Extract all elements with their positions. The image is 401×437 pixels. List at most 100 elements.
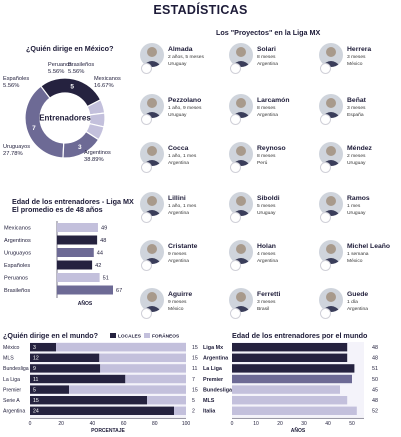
coach-name: Herrera (347, 46, 372, 53)
world-tick-label: 80 (152, 421, 158, 427)
coach-name: Beñat (347, 97, 366, 104)
coach-country: Argentina (257, 259, 278, 264)
world-foraneos-value: 15 (192, 345, 198, 351)
ageworld-value-label: 48 (372, 345, 378, 351)
donut-slice (62, 130, 100, 159)
coach-tenure: 1 mes (347, 204, 361, 209)
coach-country: México (168, 307, 184, 312)
age-world-title: Edad de los entrenadores por el mundo (232, 331, 368, 340)
ageworld-bar (232, 353, 348, 362)
club-crest-icon (141, 260, 152, 271)
ageworld-value-label: 45 (372, 387, 378, 393)
ageworld-value-label: 48 (372, 398, 378, 404)
age-value-label: 67 (116, 288, 122, 294)
ageworld-tick-label: 50 (349, 421, 355, 427)
club-crest-icon (141, 63, 152, 74)
world-bar-foraneos (100, 364, 186, 373)
coach-name: Reynoso (257, 145, 286, 152)
world-locales-value: 9 (33, 366, 36, 372)
coach-photo (229, 43, 253, 67)
ageworld-category-label: Italia (203, 409, 216, 415)
coach-name: Ramos (347, 195, 370, 202)
coach-tenure: 3 meses (347, 106, 366, 111)
ageworld-tick-label: 40 (325, 421, 331, 427)
club-crest-icon (230, 114, 241, 125)
world-foraneos-value: 2 (192, 409, 195, 415)
age-value-label: 51 (103, 276, 109, 282)
coach-country: Argentina (168, 211, 189, 216)
coach-tenure: 1 día (347, 300, 358, 305)
ageworld-value-label: 51 (372, 366, 378, 372)
donut-category-label: Españoles (3, 76, 29, 82)
coach-name: Larcamón (257, 97, 290, 104)
club-crest-icon (230, 162, 241, 173)
world-bar-foraneos (125, 374, 186, 384)
coach-tenure: 1 semana (347, 252, 369, 257)
world-category-label: Bundesliga (3, 366, 29, 372)
world-category-label: Argentina (3, 409, 25, 415)
world-tick-label: 60 (121, 421, 127, 427)
world-tick-label: 20 (58, 421, 64, 427)
coach-photo (140, 94, 164, 118)
age-bar (57, 235, 98, 245)
coach-country: Uruguay (168, 113, 187, 118)
coach-name: Solari (257, 46, 276, 53)
donut-hole (41, 94, 89, 142)
age-value-label: 48 (100, 238, 106, 244)
coach-country: Argentina (168, 161, 189, 166)
legend-label: LOCALES (118, 334, 142, 340)
coach-name: Pezzolano (168, 97, 202, 104)
donut-percent-label: 5.56% (3, 83, 19, 89)
world-bar-locales (30, 343, 56, 352)
world-bar-locales (30, 385, 69, 394)
coach-tenure: 5 meses (257, 204, 276, 209)
coach-name: Méndez (347, 145, 372, 152)
world-bar-locales (30, 396, 147, 405)
coach-tenure: 3 meses (257, 300, 276, 305)
club-crest-icon (230, 63, 241, 74)
coach-tenure: 8 meses (257, 55, 276, 60)
donut-percent-label: 38.89% (84, 157, 104, 163)
club-crest-icon (230, 212, 241, 223)
age-value-label: 49 (101, 226, 107, 232)
ageworld-bar (232, 364, 355, 373)
age-bar (57, 223, 98, 232)
world-locales-value: 12 (33, 356, 39, 362)
age-category-label: Uruguayos (4, 251, 31, 257)
ageworld-bar (232, 406, 357, 415)
coach-tenure: 9 meses (168, 300, 187, 305)
donut-category-label: Brasileños (68, 62, 94, 68)
world-foraneos-value: 5 (192, 398, 195, 404)
coach-name: Almada (168, 46, 193, 53)
world-category-label: Premier (3, 387, 21, 393)
age-value-label: 42 (95, 263, 101, 269)
age-chart-title-2: El promedio es de 48 años (12, 205, 103, 214)
world-category-label: MLS (3, 356, 14, 362)
club-crest-icon (230, 260, 241, 271)
legend-swatch-locales (110, 333, 116, 338)
world-locales-value: 15 (33, 398, 39, 404)
coach-tenure: 2 años, 5 meses (168, 55, 204, 60)
age-axis-title: AÑOS (78, 300, 93, 307)
donut-category-label: Uruguayos (3, 144, 30, 150)
projects-title: Los "Proyectos" en la Liga MX (216, 28, 321, 37)
coach-country: Argentina (347, 307, 368, 312)
ageworld-tick-label: 0 (231, 421, 234, 427)
club-crest-icon (141, 212, 152, 223)
coach-country: Argentina (257, 62, 278, 67)
world-bar-foraneos (174, 406, 186, 415)
donut-percent-label: 16.67% (94, 83, 114, 89)
age-bar (57, 260, 93, 270)
ageworld-bar (232, 374, 352, 384)
world-locales-value: 11 (33, 377, 38, 383)
age-category-label: Argentinos (4, 238, 31, 244)
club-crest-icon (320, 63, 331, 74)
world-foraneos-value: 15 (192, 387, 198, 393)
coach-country: Argentina (168, 259, 189, 264)
donut-count-label: 5 (70, 84, 74, 91)
age-bar (57, 285, 113, 295)
coach-country: Uruguay (168, 62, 187, 67)
ageworld-tick-label: 10 (253, 421, 259, 427)
